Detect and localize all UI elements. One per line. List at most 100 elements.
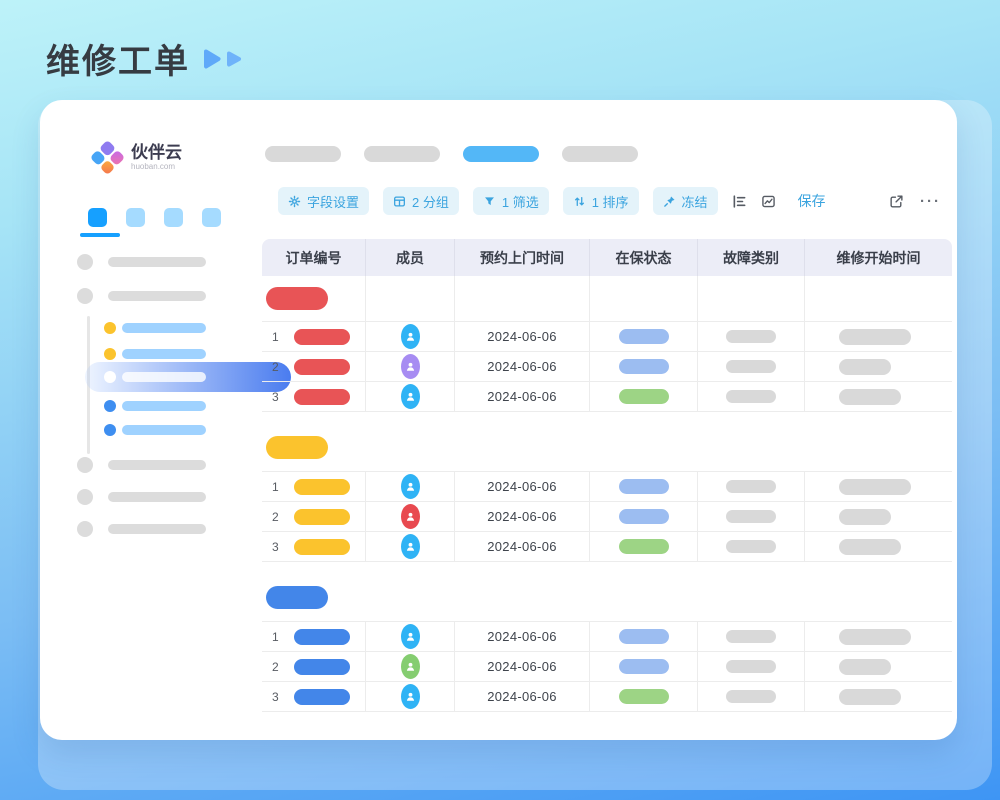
placeholder-label: [108, 524, 206, 534]
sidebar-tab-1[interactable]: [88, 208, 107, 227]
share-button[interactable]: [889, 194, 904, 209]
table-row[interactable]: 1 2024-06-06: [262, 472, 952, 502]
sidebar-item-placeholder[interactable]: [77, 489, 206, 505]
brand-logo: 伙伴云 huoban.com: [89, 139, 182, 176]
app-window: 伙伴云 huoban.com: [40, 100, 957, 740]
view-tabs: [265, 146, 638, 162]
row-number: 1: [272, 479, 279, 494]
table-row[interactable]: 2 2024-06-06: [262, 652, 952, 682]
member-avatar: [400, 324, 420, 349]
chart-view-button[interactable]: [761, 194, 776, 209]
row-number: 2: [272, 509, 279, 524]
member-avatar: [400, 354, 420, 379]
warranty-status-pill: [618, 509, 669, 524]
main-area: 字段设置 2 分组 1 筛选: [262, 100, 957, 740]
tree-item[interactable]: [104, 424, 206, 436]
more-menu-button[interactable]: ···: [920, 192, 941, 210]
double-play-arrows-icon: [202, 48, 248, 70]
table-row[interactable]: 2 2024-06-06: [262, 352, 952, 382]
group-header-row[interactable]: [262, 276, 952, 322]
sort-arrows-icon: [573, 195, 586, 208]
sidebar-item-placeholder[interactable]: [77, 457, 206, 473]
sidebar-tab-4[interactable]: [202, 208, 221, 227]
table-row[interactable]: 3 2024-06-06: [262, 382, 952, 412]
sidebar-item-placeholder[interactable]: [77, 288, 206, 304]
tree-item[interactable]: [104, 348, 206, 360]
fault-category-pill: [726, 630, 776, 643]
brand-name: 伙伴云: [131, 143, 182, 162]
placeholder-icon: [77, 457, 93, 473]
warranty-status-pill: [618, 389, 669, 404]
repair-start-pill: [839, 328, 911, 345]
table-row[interactable]: 1 2024-06-06: [262, 622, 952, 652]
order-number-pill: [294, 508, 350, 525]
tree-item-label: [122, 401, 206, 411]
table-row[interactable]: 3 2024-06-06: [262, 682, 952, 712]
freeze-button[interactable]: 冻结: [652, 187, 718, 215]
repair-start-pill: [839, 628, 911, 645]
tree-item-label: [122, 349, 206, 359]
sidebar-tab-2[interactable]: [126, 208, 145, 227]
member-avatar: [400, 534, 420, 559]
table-group-3: 1 2024-06-06 2 2024-06-06: [262, 586, 952, 712]
tree-item[interactable]: [104, 322, 206, 334]
table-row[interactable]: 1 2024-06-06: [262, 322, 952, 352]
fault-category-pill: [726, 480, 776, 493]
filter-button[interactable]: 1 筛选: [472, 187, 549, 215]
row-height-button[interactable]: [732, 194, 747, 209]
tree-item-dot: [104, 371, 116, 383]
sidebar-item-placeholder[interactable]: [77, 521, 206, 537]
group-rows: 1 2024-06-06 2 2024-06-06: [262, 322, 952, 412]
column-header-repair-start-time[interactable]: 维修开始时间: [836, 249, 921, 266]
save-button[interactable]: 保存: [797, 193, 826, 209]
order-number-pill: [294, 478, 350, 495]
member-avatar: [400, 624, 420, 649]
column-header-appointment-time[interactable]: 预约上门时间: [455, 239, 590, 276]
appointment-date: 2024-06-06: [487, 389, 557, 404]
member-avatar: [400, 474, 420, 499]
sort-button[interactable]: 1 排序: [562, 187, 639, 215]
warranty-status-pill: [618, 659, 669, 674]
row-number: 1: [272, 329, 279, 344]
column-header-fault-category[interactable]: 故障类别: [698, 239, 805, 276]
view-tab-1[interactable]: [265, 146, 341, 162]
column-header-warranty-status[interactable]: 在保状态: [590, 239, 698, 276]
tree-item-selected[interactable]: [85, 362, 291, 392]
table-row[interactable]: 2 2024-06-06: [262, 502, 952, 532]
view-tab-2[interactable]: [364, 146, 440, 162]
repair-start-pill: [839, 508, 891, 525]
sidebar-item-placeholder[interactable]: [77, 254, 206, 270]
tree-item[interactable]: [104, 400, 206, 412]
warranty-status-pill: [618, 329, 669, 344]
tree-item-label: [122, 425, 206, 435]
appointment-date: 2024-06-06: [487, 629, 557, 644]
group-header-row[interactable]: [262, 436, 952, 459]
fault-category-pill: [726, 660, 776, 673]
sort-label: 1 排序: [591, 194, 629, 210]
freeze-label: 冻结: [681, 194, 708, 210]
pin-icon: [663, 195, 676, 208]
column-header-order-number[interactable]: 订单编号: [262, 239, 366, 276]
order-number-pill: [294, 358, 350, 375]
placeholder-icon: [77, 254, 93, 270]
placeholder-icon: [77, 521, 93, 537]
sidebar-tab-active-underline: [80, 233, 120, 237]
view-tab-4[interactable]: [562, 146, 638, 162]
fault-category-pill: [726, 360, 776, 373]
page-header: 维修工单: [46, 34, 248, 83]
view-tab-3-active[interactable]: [463, 146, 539, 162]
funnel-icon: [483, 195, 496, 208]
member-avatar: [400, 384, 420, 409]
group-header-row[interactable]: [262, 586, 952, 609]
group-rows: 1 2024-06-06 2 2024-06-06: [262, 471, 952, 562]
column-header-member[interactable]: 成员: [366, 239, 455, 276]
tree-item-label: [122, 372, 206, 382]
filter-label: 1 筛选: [501, 194, 539, 210]
warranty-status-pill: [618, 689, 669, 704]
group-by-button[interactable]: 2 分组: [383, 187, 459, 215]
table-row[interactable]: 3 2024-06-06: [262, 532, 952, 562]
field-settings-button[interactable]: 字段设置: [278, 187, 370, 215]
chart-icon: [761, 194, 776, 209]
sidebar-tab-3[interactable]: [164, 208, 183, 227]
gear-icon: [288, 195, 301, 208]
